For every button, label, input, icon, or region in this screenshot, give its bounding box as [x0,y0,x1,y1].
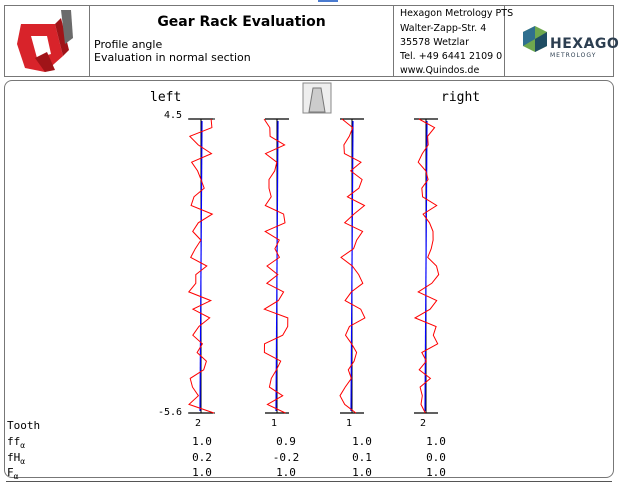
ff-value-col3: 1.0 [352,435,372,448]
scale-bottom-label: -5.6 [158,407,183,418]
ff-value-col2: 0.9 [276,435,296,448]
report-title: Gear Rack Evaluation [157,14,326,30]
row-label-tooth: Tooth [7,419,41,432]
title-cell: Gear Rack Evaluation Profile angle Evalu… [90,6,394,76]
brand-cell: HEXAGON METROLOGY [505,6,620,76]
address-line: Hexagon Metrology PTS [400,8,514,19]
row-label-ff: ffα [7,435,26,451]
right-flank-label: right [441,90,481,105]
bottom-rule [6,481,612,482]
brand-subtitle: METROLOGY [550,52,597,59]
measured-profile-trace [263,118,289,414]
evaluation-panel [4,80,614,478]
logo-cell [5,6,90,76]
top-link-fragment [318,0,338,2]
ff-value-col1: 1.0 [192,435,212,448]
nominal-profile-line [199,120,203,412]
tooth-number: 1 [346,418,352,429]
subtitle-normal-section: Evaluation in normal section [94,51,251,64]
tooth-number: 2 [195,418,201,429]
fh-value-col3: 0.1 [352,451,372,464]
quindos-logo [17,10,73,72]
address-line: Walter-Zapp-Str. 4 [400,23,487,34]
measured-profile-trace [413,118,440,414]
f-value-col1: 1.0 [192,466,212,479]
fh-value-col2: -0.2 [272,451,300,464]
fh-value-col1: 0.2 [192,451,212,464]
address-line: 35578 Wetzlar [400,37,470,48]
report-header: Gear Rack Evaluation Profile angle Evalu… [4,5,620,77]
tooth-diagram-shape [308,87,326,113]
address-line: Tel. +49 6441 2109 0 [400,51,503,62]
left-flank-label: left [150,90,182,105]
measured-profile-trace [339,118,366,414]
measured-profile-trace [187,118,215,414]
scale-top-label: 4.5 [164,110,183,121]
row-label-f: Fα [7,466,19,482]
subtitle-profile-angle: Profile angle [94,38,163,51]
hexagon-logo-icon [523,26,547,52]
nominal-profile-line [275,120,279,412]
address-line: www.Quindos.de [400,65,480,76]
tooth-number: 2 [420,418,426,429]
ff-value-col4: 1.0 [426,435,446,448]
row-label-fh: fHα [7,451,26,467]
f-value-col4: 1.0 [426,466,446,479]
address-cell: Hexagon Metrology PTS Walter-Zapp-Str. 4… [394,6,513,76]
fh-value-col4: 0.0 [426,451,446,464]
brand-name: HEXAGON [550,36,620,52]
tooth-number: 1 [271,418,277,429]
f-value-col2: 1.0 [276,466,296,479]
f-value-col3: 1.0 [352,466,372,479]
